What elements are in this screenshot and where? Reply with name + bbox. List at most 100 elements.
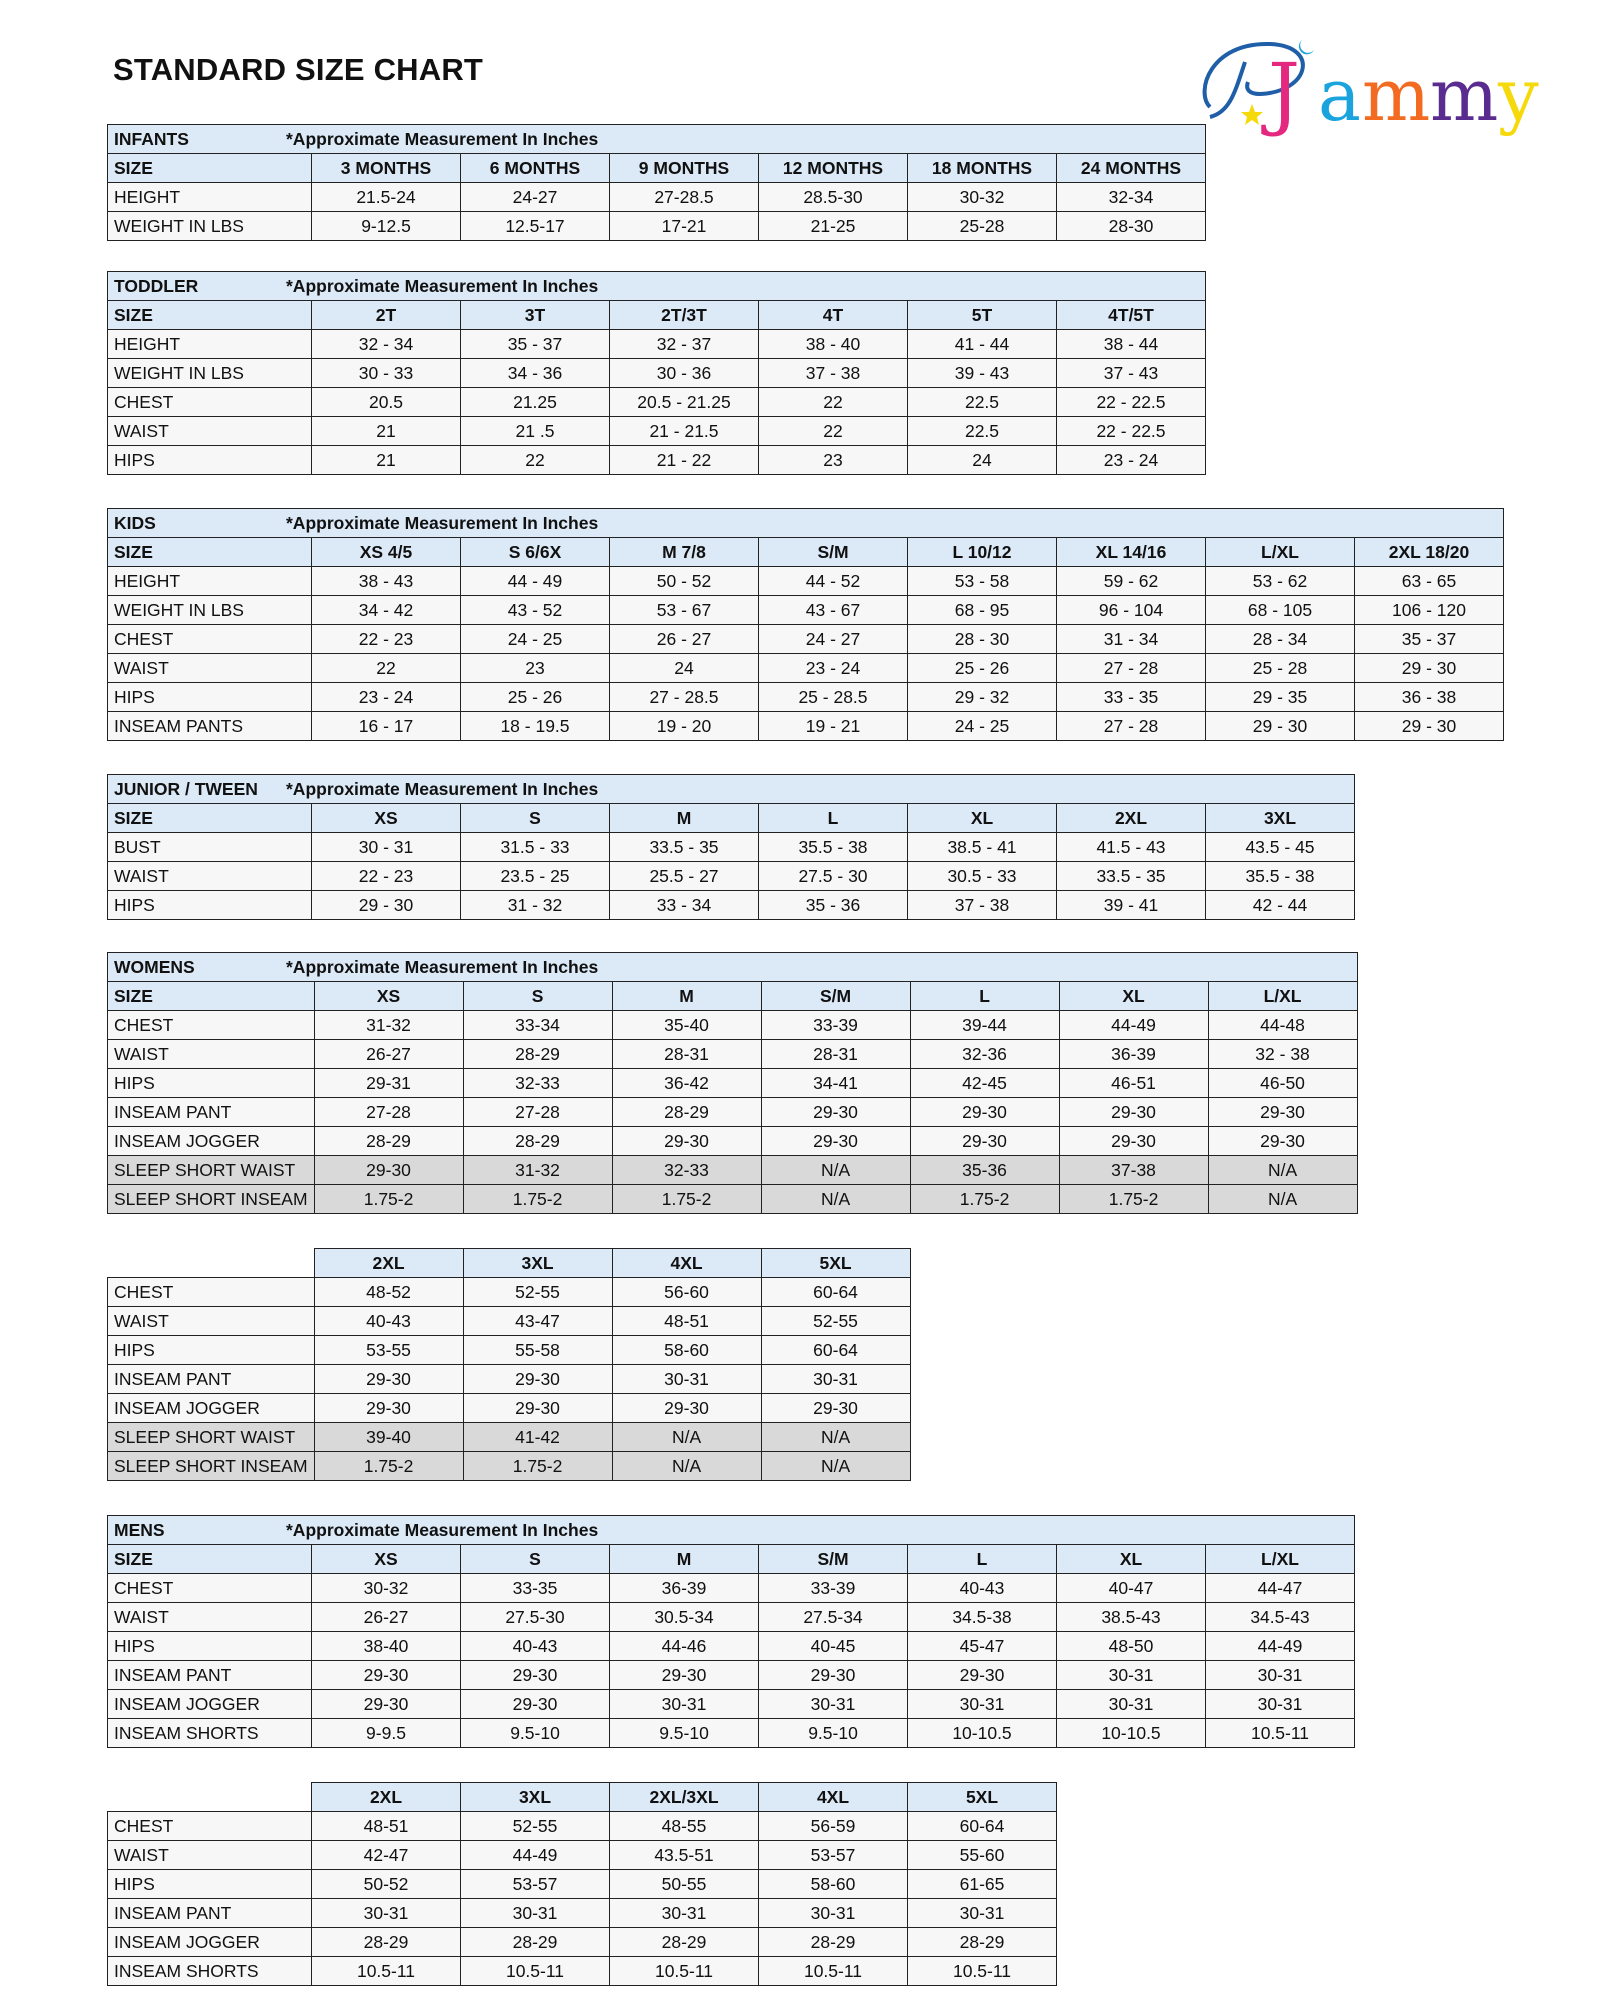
measurement-value: 44-49	[1058, 1010, 1209, 1040]
measurement-note: *Approximate Measurement In Inches	[286, 128, 599, 149]
measurement-value: 37 - 38	[758, 358, 908, 388]
size-header-cell: 3XL	[462, 1248, 613, 1278]
measurement-value: 29-30	[1207, 1097, 1358, 1127]
measurement-value: 52-55	[760, 1306, 911, 1336]
measurement-value: 48-51	[611, 1306, 762, 1336]
measurement-value: 30-32	[907, 182, 1057, 212]
measurement-label: INSEAM PANT	[107, 1097, 315, 1127]
table-row: INSEAM JOGGER 28-29 28-29 29-30 29-30 29-30 29…	[107, 1126, 1358, 1156]
measurement-label: INSEAM PANT	[107, 1364, 315, 1394]
measurement-value: 16 - 17	[311, 711, 461, 741]
table-row: HEIGHT 21.5-24 24-27 27-28.5 28.5-30 30-32 32-…	[107, 182, 1206, 212]
measurement-value: 40-45	[758, 1631, 908, 1661]
measurement-value: 42-45	[909, 1068, 1060, 1098]
measurement-value: 56-59	[758, 1811, 908, 1841]
measurement-value: 29-30	[760, 1393, 911, 1423]
measurement-value: 9.5-10	[609, 1718, 759, 1748]
measurement-value: 27.5-34	[758, 1602, 908, 1632]
measurement-label: WAIST	[107, 653, 312, 683]
measurement-value: 25.5 - 27	[609, 861, 759, 891]
table-row: INSEAM JOGGER 29-30 29-30 29-30 29-30	[107, 1393, 911, 1423]
measurement-value: 10.5-11	[311, 1956, 461, 1986]
table-title-row: WOMENS *Approximate Measurement In Inches	[107, 952, 1358, 982]
measurement-value: 29-30	[611, 1126, 762, 1156]
measurement-label: CHEST	[107, 624, 312, 654]
measurement-value: 50 - 52	[609, 566, 759, 596]
measurement-note: *Approximate Measurement In Inches	[286, 275, 599, 296]
measurement-value: 46-50	[1207, 1068, 1358, 1098]
measurement-value: 96 - 104	[1056, 595, 1206, 625]
measurement-value: 26-27	[313, 1039, 464, 1069]
measurement-value: 30-31	[1056, 1689, 1206, 1719]
measurement-value: 21.25	[460, 387, 610, 417]
moon-icon	[1298, 40, 1314, 55]
size-header-cell: 5XL	[760, 1248, 911, 1278]
measurement-value: 36-42	[611, 1068, 762, 1098]
measurement-value: 29-30	[611, 1393, 762, 1423]
size-header-cell: XL	[907, 803, 1057, 833]
measurement-note: *Approximate Measurement In Inches	[286, 956, 599, 977]
measurement-value: 23	[460, 653, 610, 683]
measurement-value: N/A	[760, 1184, 911, 1214]
measurement-value: 38.5 - 41	[907, 832, 1057, 862]
table-title-row: TODDLER *Approximate Measurement In Inche…	[107, 271, 1206, 301]
junior-tween-size-table: JUNIOR / TWEEN *Approximate Measurement I…	[107, 774, 1355, 920]
measurement-value: 29 - 35	[1205, 682, 1355, 712]
measurement-value: 29-30	[313, 1393, 464, 1423]
measurement-value: 40-43	[460, 1631, 610, 1661]
measurement-value: 22.5	[907, 416, 1057, 446]
page-title: STANDARD SIZE CHART	[113, 52, 484, 87]
measurement-value: 27 - 28	[1056, 653, 1206, 683]
table-title-row: INFANTS *Approximate Measurement In Inche…	[107, 124, 1206, 154]
toddler-size-table: TODDLER *Approximate Measurement In Inche…	[107, 271, 1206, 475]
measurement-value: 50-55	[609, 1869, 759, 1899]
size-header-cell: 5T	[907, 300, 1057, 330]
size-header-row: SIZE 2T 3T 2T/3T 4T 5T 4T/5T	[107, 300, 1206, 330]
size-header-label: SIZE	[107, 1544, 312, 1574]
measurement-label: SLEEP SHORT INSEAM	[107, 1451, 315, 1481]
measurement-value: 38.5-43	[1056, 1602, 1206, 1632]
measurement-value: 22	[758, 416, 908, 446]
measurement-value: 29 - 32	[907, 682, 1057, 712]
measurement-value: 53 - 67	[609, 595, 759, 625]
mens-plus-size-table: 2XL 3XL 2XL/3XL 4XL 5XL CHEST 48-51 52-55 48-55 5…	[107, 1782, 1057, 1986]
measurement-note: *Approximate Measurement In Inches	[286, 778, 599, 799]
measurement-value: 24	[609, 653, 759, 683]
measurement-value: 32-34	[1056, 182, 1206, 212]
measurement-value: 27-28	[313, 1097, 464, 1127]
measurement-value: 32-33	[611, 1155, 762, 1185]
table-row: INSEAM PANTS 16 - 17 18 - 19.5 19 - 20 19 - …	[107, 711, 1504, 741]
measurement-value: 68 - 105	[1205, 595, 1355, 625]
svg-text:J: J	[1261, 46, 1300, 139]
table-title-cell: MENS *Approximate Measurement In Inches	[107, 1515, 1355, 1545]
measurement-label: HIPS	[107, 1068, 315, 1098]
measurement-label: INSEAM SHORTS	[107, 1718, 312, 1748]
measurement-value: N/A	[1207, 1155, 1358, 1185]
size-header-cell: 2XL	[1056, 803, 1206, 833]
measurement-value: 55-58	[462, 1335, 613, 1365]
measurement-value: 29 - 30	[1354, 711, 1504, 741]
size-header-cell: M 7/8	[609, 537, 759, 567]
measurement-value: 30-31	[1205, 1689, 1355, 1719]
size-header-row: 2XL 3XL 4XL 5XL	[107, 1248, 911, 1278]
measurement-value: 41 - 44	[907, 329, 1057, 359]
measurement-label: WAIST	[107, 1840, 312, 1870]
measurement-value: 35.5 - 38	[758, 832, 908, 862]
size-header-cell: 4T/5T	[1056, 300, 1206, 330]
measurement-value: 27.5-30	[460, 1602, 610, 1632]
size-header-label	[107, 1782, 312, 1812]
measurement-value: 28-31	[760, 1039, 911, 1069]
measurement-value: 28-29	[462, 1126, 613, 1156]
measurement-value: 9.5-10	[460, 1718, 610, 1748]
measurement-value: 28-29	[907, 1927, 1057, 1957]
size-header-row: SIZE XS 4/5 S 6/6X M 7/8 S/M L 10/12 XL 14/16 L…	[107, 537, 1504, 567]
size-header-cell: 2XL	[311, 1782, 461, 1812]
table-row: HIPS 23 - 24 25 - 26 27 - 28.5 25 - 28.5 29 -…	[107, 682, 1504, 712]
mens-size-table: MENS *Approximate Measurement In Inches SI…	[107, 1515, 1355, 1748]
measurement-value: 28-31	[611, 1039, 762, 1069]
measurement-value: 23 - 24	[1056, 445, 1206, 475]
measurement-value: 19 - 21	[758, 711, 908, 741]
measurement-label: HIPS	[107, 1631, 312, 1661]
size-header-cell: 2XL	[313, 1248, 464, 1278]
table-row: SLEEP SHORT INSEAM 1.75-2 1.75-2 N/A N/A	[107, 1451, 911, 1481]
